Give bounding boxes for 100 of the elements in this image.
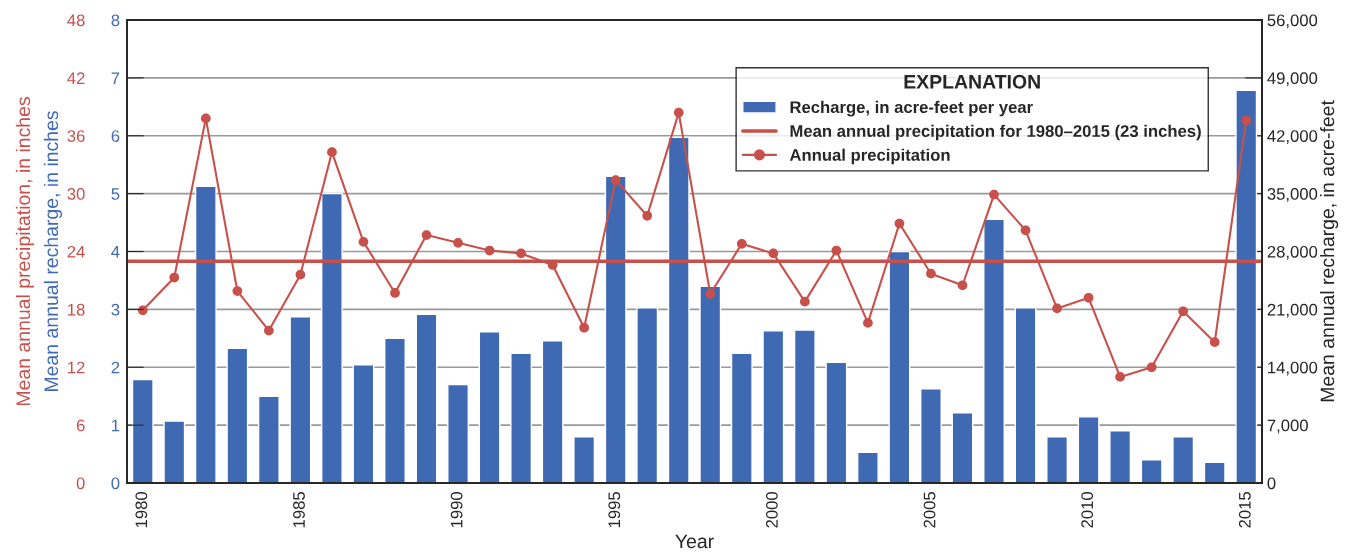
point	[705, 289, 716, 299]
y2-axis-title: Mean annual recharge, in acre-feet	[1320, 100, 1339, 402]
bar	[352, 364, 375, 483]
point	[484, 245, 495, 256]
point	[736, 238, 747, 249]
point	[421, 230, 432, 240]
point	[1083, 292, 1094, 303]
y3-tick-label: 6	[111, 130, 120, 142]
y3-axis-title: Mean annual recharge, in inches	[43, 111, 62, 391]
y-axis-title: Mean annual precipitation, in inches	[15, 97, 34, 406]
point	[642, 210, 653, 221]
bar	[384, 337, 406, 483]
y2-tick-label: 0	[1267, 477, 1276, 490]
y3-tick-label: 0	[111, 477, 120, 490]
point	[232, 286, 243, 296]
y2-tick-label: 28,000	[1267, 245, 1318, 260]
point	[926, 268, 936, 279]
x-tick-label: 1990	[450, 491, 463, 528]
bar	[1172, 436, 1195, 483]
point	[989, 189, 999, 200]
bar	[667, 136, 690, 483]
y-tick-label: 30	[67, 188, 85, 200]
legend-title: EXPLANATION	[904, 74, 1040, 89]
bar	[320, 192, 343, 483]
point	[673, 107, 684, 118]
point	[1146, 362, 1157, 373]
x-tick-label: 2015	[1238, 492, 1251, 528]
point	[831, 245, 842, 256]
bar	[1140, 459, 1163, 483]
y3-tick-label: 1	[112, 419, 120, 432]
x-tick-label: 1980	[135, 491, 148, 528]
y-tick-label: 18	[68, 303, 85, 316]
y3-tick-label: 3	[111, 303, 120, 316]
x-tick-label: 2005	[923, 492, 936, 528]
y2-tick-label: 49,000	[1267, 72, 1318, 87]
point	[327, 147, 337, 158]
point	[768, 248, 779, 259]
bar	[825, 361, 848, 483]
y-tick-label: 0	[76, 477, 85, 490]
y-tick-label: 42	[67, 72, 85, 84]
bar	[730, 352, 753, 483]
bar	[856, 451, 879, 483]
bar	[1014, 307, 1037, 483]
y2-tick-label: 21,000	[1267, 303, 1318, 318]
bar	[699, 285, 722, 483]
bar	[541, 340, 564, 483]
point	[957, 280, 968, 291]
point	[1178, 306, 1189, 317]
point	[610, 175, 621, 185]
y-tick-label: 24	[67, 245, 85, 258]
bar	[257, 395, 280, 483]
y3-tick-label: 7	[111, 72, 120, 84]
point	[894, 218, 905, 229]
legend-label: Recharge, in acre-feet per year	[790, 100, 1033, 117]
bar	[951, 412, 974, 483]
point	[295, 269, 306, 280]
y2-tick-label: 42,000	[1267, 130, 1318, 144]
point	[516, 248, 526, 259]
legend-label: Mean annual precipitation for 1980–2015 (23 inches)	[790, 124, 1201, 141]
point	[200, 113, 211, 124]
y2-tick-label: 56,000	[1267, 14, 1318, 29]
y-tick-label: 36	[67, 130, 85, 142]
bar	[636, 307, 659, 483]
bar	[447, 383, 469, 483]
bar	[1235, 89, 1258, 483]
y3-tick-label: 4	[111, 246, 120, 258]
x-tick-label: 2000	[765, 491, 778, 528]
x-tick-label: 1985	[293, 492, 305, 528]
bar	[478, 331, 501, 483]
y3-tick-label: 8	[111, 14, 120, 27]
bar	[1046, 436, 1069, 483]
y-tick-label: 48	[67, 14, 85, 27]
bar	[131, 378, 154, 483]
point	[1115, 372, 1125, 382]
point	[358, 236, 369, 247]
bar	[1109, 430, 1132, 483]
point	[1209, 337, 1220, 348]
y2-tick-label: 35,000	[1267, 188, 1318, 202]
bar	[1203, 461, 1226, 483]
bar	[573, 436, 596, 483]
y-tick-label: 6	[76, 419, 85, 432]
y-tick-label: 12	[68, 361, 85, 374]
y2-tick-label: 14,000	[1268, 361, 1318, 376]
y2-tick-label: 7,000	[1267, 419, 1308, 434]
point	[579, 322, 590, 333]
x-axis-title: Year	[675, 534, 714, 549]
x-tick-label: 1995	[608, 492, 621, 528]
bar	[510, 352, 533, 483]
bar	[415, 313, 438, 483]
bar	[163, 420, 186, 483]
point	[390, 288, 400, 298]
point	[1020, 225, 1031, 236]
point	[453, 237, 463, 248]
point	[1052, 303, 1062, 314]
bar	[194, 185, 217, 483]
y3-tick-label: 5	[111, 188, 120, 200]
legend-label: Annual precipitation	[789, 148, 950, 165]
x-tick-label: 2010	[1081, 491, 1094, 528]
bar	[604, 175, 627, 483]
point	[863, 318, 873, 328]
